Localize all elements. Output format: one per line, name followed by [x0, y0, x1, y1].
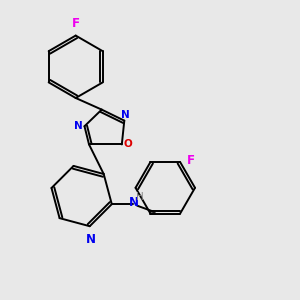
Text: F: F	[187, 154, 195, 167]
Text: F: F	[72, 17, 80, 30]
Text: N: N	[86, 233, 96, 246]
Text: O: O	[123, 140, 132, 149]
Text: H: H	[136, 192, 143, 202]
Text: N: N	[129, 196, 139, 209]
Text: N: N	[122, 110, 130, 120]
Text: N: N	[74, 121, 82, 131]
